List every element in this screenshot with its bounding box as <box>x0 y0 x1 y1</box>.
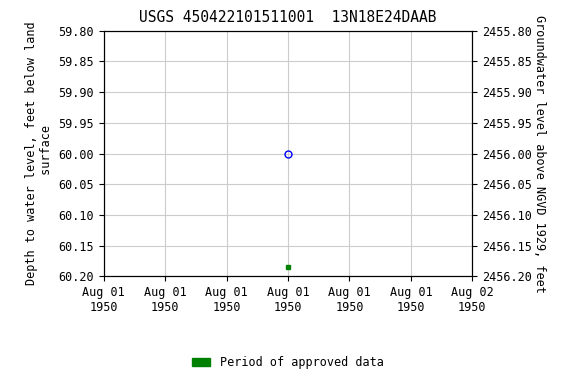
Legend: Period of approved data: Period of approved data <box>188 351 388 374</box>
Title: USGS 450422101511001  13N18E24DAAB: USGS 450422101511001 13N18E24DAAB <box>139 10 437 25</box>
Y-axis label: Depth to water level, feet below land
 surface: Depth to water level, feet below land su… <box>25 22 53 285</box>
Y-axis label: Groundwater level above NGVD 1929, feet: Groundwater level above NGVD 1929, feet <box>533 15 546 293</box>
